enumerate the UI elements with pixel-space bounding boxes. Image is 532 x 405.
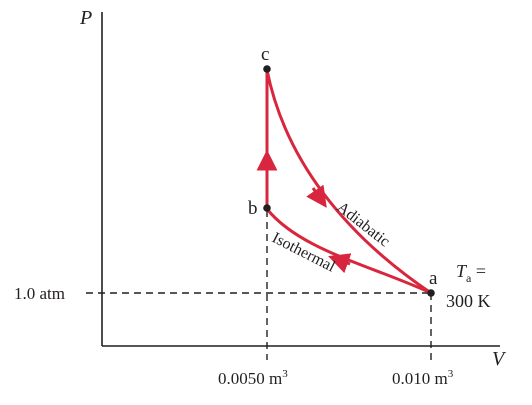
temperature-symbol: Ta = xyxy=(456,261,486,285)
y-axis-label: P xyxy=(79,7,92,29)
isothermal-arrow xyxy=(328,253,352,274)
x-axis-label: V xyxy=(492,348,507,370)
temperature-value: 300 K xyxy=(446,291,491,311)
state-point-c xyxy=(263,65,271,73)
temperature-equals: = xyxy=(471,261,486,281)
state-point-a xyxy=(427,289,435,297)
volume-tick-a-text: 0.010 m xyxy=(392,369,448,388)
volume-tick-b-exponent: 3 xyxy=(282,368,288,380)
volume-tick-b-text: 0.0050 m xyxy=(218,369,282,388)
state-label-a: a xyxy=(429,268,438,289)
state-label-b: b xyxy=(248,198,258,219)
volume-tick-label-a: 0.010 m3 xyxy=(392,368,454,388)
state-point-b xyxy=(263,204,271,212)
volume-tick-label-b: 0.0050 m3 xyxy=(218,368,288,388)
temperature-subscript: a xyxy=(466,271,472,285)
temperature-letter: T xyxy=(456,261,468,281)
adiabatic-label: Adiabatic xyxy=(334,199,393,251)
pressure-tick-label: 1.0 atm xyxy=(14,284,65,303)
volume-tick-a-exponent: 3 xyxy=(448,368,454,380)
adiabatic-arrow xyxy=(306,184,327,208)
state-label-c: c xyxy=(261,44,269,65)
